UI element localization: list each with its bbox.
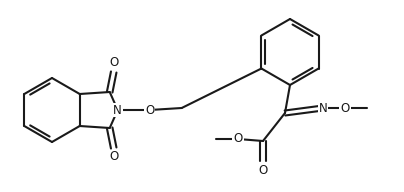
Text: O: O bbox=[109, 151, 118, 164]
Text: O: O bbox=[341, 102, 349, 114]
Text: O: O bbox=[145, 103, 154, 117]
Text: O: O bbox=[259, 164, 267, 176]
Text: N: N bbox=[114, 103, 122, 117]
Text: O: O bbox=[109, 56, 118, 70]
Text: N: N bbox=[319, 102, 327, 114]
Text: O: O bbox=[234, 132, 243, 146]
